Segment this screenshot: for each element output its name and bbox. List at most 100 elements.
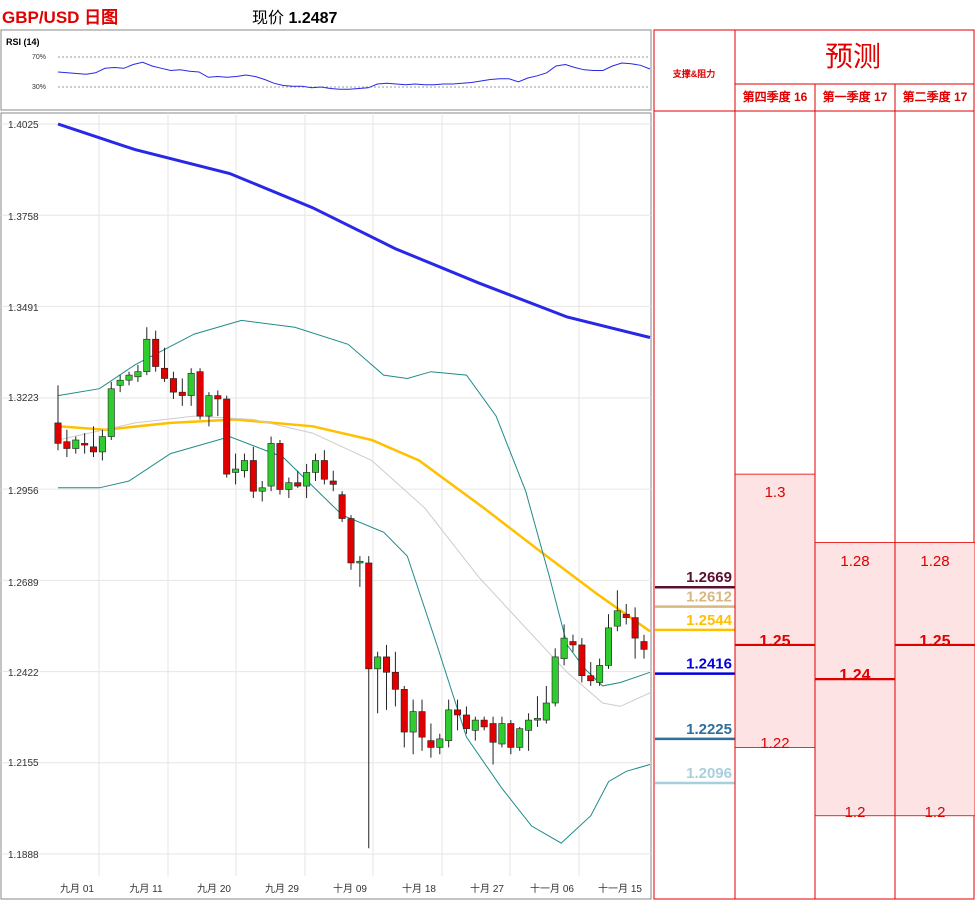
candle-body: [604, 627, 612, 666]
forecast-mid: 1.25: [759, 633, 790, 650]
forecast-mid: 1.24: [839, 667, 870, 684]
candle: [569, 634, 577, 652]
candle: [533, 696, 541, 727]
x-tick: 十一月 06: [530, 882, 574, 895]
candle-body: [418, 711, 426, 738]
sr-header: 支撑&阻力: [672, 68, 716, 79]
candle: [98, 429, 106, 461]
candle: [205, 392, 213, 427]
candle: [134, 364, 142, 382]
candle-body: [640, 641, 648, 650]
forecast-high: 1.3: [765, 484, 786, 501]
candle: [169, 371, 177, 399]
candle: [161, 347, 169, 382]
candle: [232, 453, 240, 485]
candle-body: [81, 443, 89, 446]
candle: [125, 371, 133, 386]
candle: [196, 368, 204, 420]
candles: [54, 327, 648, 849]
candle: [640, 634, 648, 659]
current-price-value: 1.2487: [288, 10, 338, 27]
candle-body: [294, 482, 302, 487]
y-tick: 1.4025: [8, 120, 39, 131]
candle: [54, 385, 62, 451]
candle: [329, 470, 337, 492]
candle: [445, 699, 453, 748]
candle: [223, 395, 231, 478]
candle-body: [622, 613, 630, 618]
candle: [107, 381, 115, 440]
price-panel: 1.4025 1.3758 1.3491 1.3223 1.2956 1.268…: [0, 112, 652, 900]
candle-body: [232, 468, 240, 473]
candle: [427, 723, 435, 758]
candle: [551, 648, 559, 707]
candle: [178, 378, 186, 406]
candle-body: [152, 338, 160, 367]
candle: [276, 439, 284, 495]
candle: [90, 426, 98, 458]
x-tick: 九月 20: [197, 883, 231, 895]
candle-body: [54, 422, 62, 444]
candle-body: [223, 398, 231, 475]
candle: [462, 706, 470, 734]
candle-body: [143, 338, 151, 372]
forecast-low: 1.2: [925, 804, 946, 821]
rsi-panel-frame: [0, 29, 652, 111]
forecast-mid: 1.25: [919, 633, 950, 650]
candle: [374, 651, 382, 714]
forecast-col-header: 第一季度 17: [823, 89, 888, 104]
level-label: 1.2544: [686, 612, 733, 629]
forecast-values: 1.3 1.25 1.22 1.28 1.24 1.2 1.28 1.25 1.…: [759, 484, 950, 821]
candle-body: [631, 617, 639, 639]
candle-body: [427, 740, 435, 748]
y-tick: 1.1888: [8, 850, 39, 861]
x-axis-ticks: 九月 01 九月 11 九月 20 九月 29 十月 09 十月 18 十月 2…: [60, 882, 642, 895]
candle-body: [498, 723, 506, 745]
level-label: 1.2612: [686, 589, 732, 606]
rsi-curve: [57, 61, 651, 90]
candle: [409, 699, 417, 755]
candle-body: [471, 719, 479, 731]
candle-body: [285, 482, 293, 490]
current-price: 现价 1.2487: [252, 4, 337, 28]
candle-body: [329, 480, 337, 485]
indicator-line: [57, 122, 651, 339]
candle-body: [551, 656, 559, 704]
level-label: 1.2416: [686, 656, 732, 673]
candle: [525, 713, 533, 751]
candle: [507, 720, 515, 755]
x-tick: 十月 18: [402, 882, 436, 895]
candle-body: [311, 460, 319, 473]
price-panel-frame: [0, 112, 652, 900]
indicator-line: [57, 418, 651, 633]
x-tick: 十月 27: [470, 882, 504, 895]
y-tick: 1.2956: [8, 486, 39, 497]
candle-body: [196, 371, 204, 417]
candle-body: [276, 443, 284, 490]
candle-body: [347, 518, 355, 564]
candle-body: [267, 443, 275, 487]
candle: [214, 390, 222, 417]
candle-body: [107, 388, 115, 437]
candle-body: [525, 719, 533, 731]
candle-body: [462, 714, 470, 729]
chart-title: GBP/USD 日图: [2, 8, 119, 27]
candle-body: [161, 367, 169, 379]
candle-body: [72, 439, 80, 449]
candle: [81, 433, 89, 454]
candle-body: [489, 723, 497, 743]
candle-body: [169, 378, 177, 393]
candle-body: [240, 460, 248, 472]
candle: [436, 733, 444, 755]
candle: [303, 463, 311, 499]
candle-body: [303, 472, 311, 487]
candle: [631, 607, 639, 659]
forecast-range-box: [734, 473, 816, 748]
x-tick: 九月 29: [265, 883, 299, 895]
level-label: 1.2669: [686, 569, 732, 586]
candle-body: [542, 702, 550, 721]
candle: [578, 638, 586, 683]
candle-body: [98, 436, 106, 453]
forecast-panel: 1.2669 1.2612 1.2544 1.2416 1.2225 1.2096 支撑&…: [653, 29, 975, 900]
